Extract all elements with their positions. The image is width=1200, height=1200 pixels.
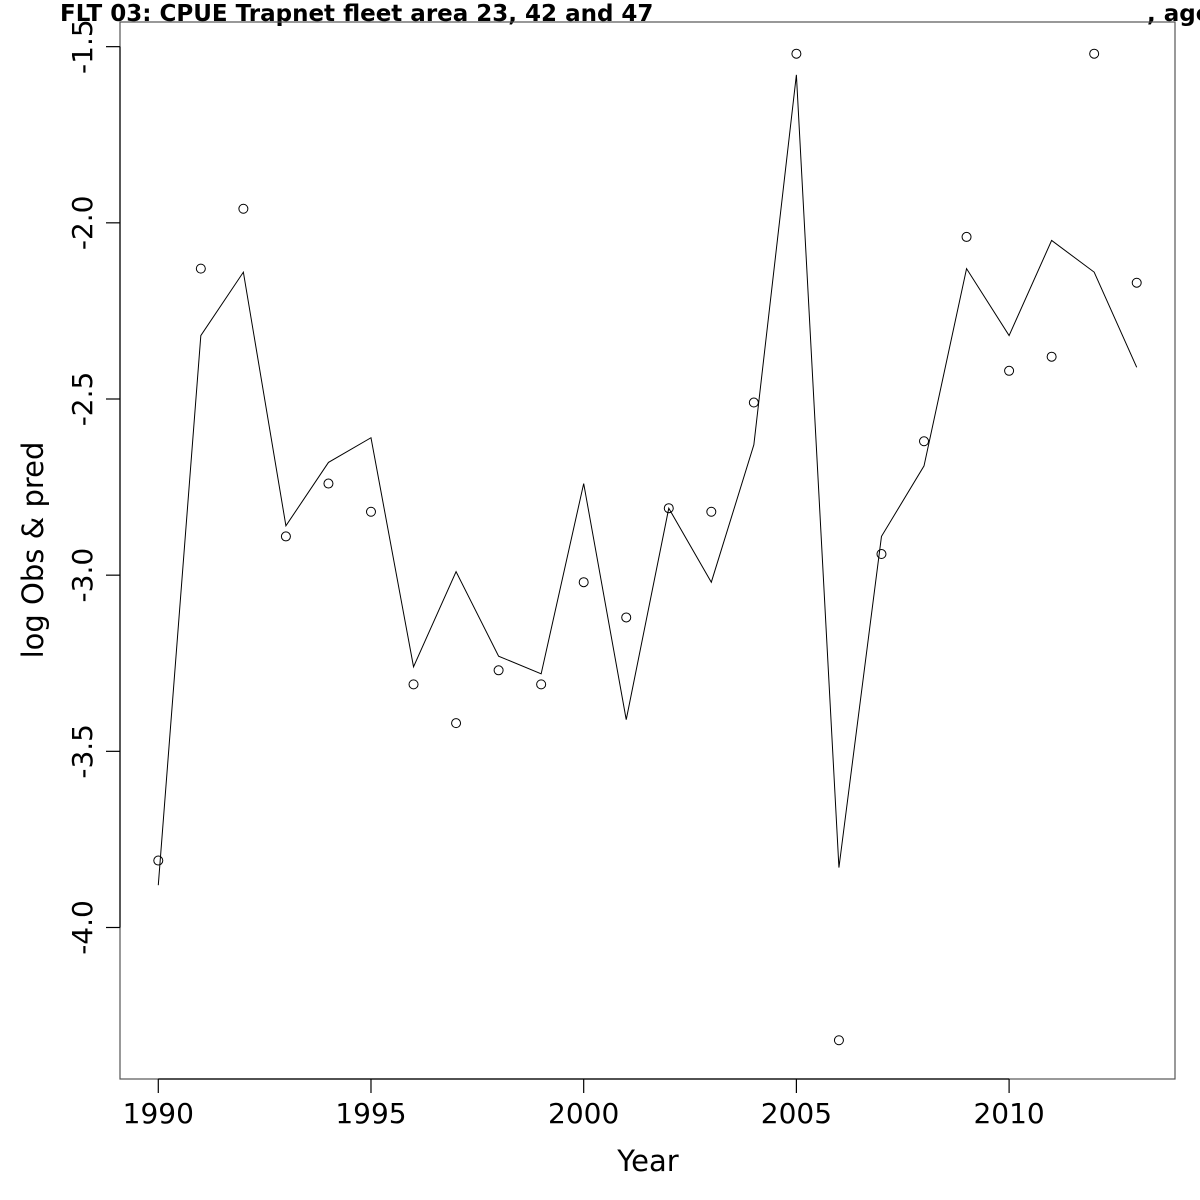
observed-data-point [1004,365,1015,376]
y-tick-label: -1.5 [66,19,99,74]
observed-data-point [833,1035,844,1046]
observed-data-point [153,855,164,866]
observed-data-point [536,679,547,690]
observed-data-point [280,531,291,542]
plot-frame [119,21,1176,1080]
y-axis: -4.0 -3.5 -3.0 -2.5 -2.0 -1.5 [66,19,121,955]
x-tick-label: 2005 [761,1097,832,1130]
series-layer [153,48,1142,1046]
observed-data-point [1131,277,1142,288]
observed-data-point [1089,48,1100,59]
observed-data-point [365,506,376,517]
observed-data-point [706,506,717,517]
observed-data-point [791,48,802,59]
x-axis: 1990 1995 2000 2005 2010 [123,1078,1045,1130]
predicted-series-line [157,74,1138,886]
observed-data-point [408,679,419,690]
observed-data-point [876,549,887,560]
y-tick-label: -2.5 [66,372,99,427]
y-tick-label: -4.0 [66,900,99,955]
x-tick-label: 2000 [548,1097,619,1130]
y-axis-label: log Obs & pred [16,442,50,659]
x-tick-label: 1995 [335,1097,406,1130]
observed-data-point [195,263,206,274]
observed-data-point [323,478,334,489]
observed-data-point [748,397,759,408]
y-tick-label: -3.5 [66,724,99,779]
x-axis-label: Year [616,1144,678,1178]
x-tick-label: 2010 [973,1097,1044,1130]
observed-data-point [451,718,462,729]
observed-data-point [1046,351,1057,362]
observed-data-point [578,577,589,588]
observed-data-point [493,665,504,676]
observed-data-point [621,612,632,623]
x-tick-label: 1990 [123,1097,194,1130]
observed-data-point [961,231,972,242]
y-tick-label: -2.0 [66,196,99,251]
y-tick-label: -3.0 [66,548,99,603]
observed-data-point [919,436,930,447]
observed-data-point [663,503,674,514]
observed-data-point [238,203,249,214]
chart-title-suffix: , age [1147,1,1200,27]
chart-title: FLT 03: CPUE Trapnet fleet area 23, 42 a… [60,1,653,27]
